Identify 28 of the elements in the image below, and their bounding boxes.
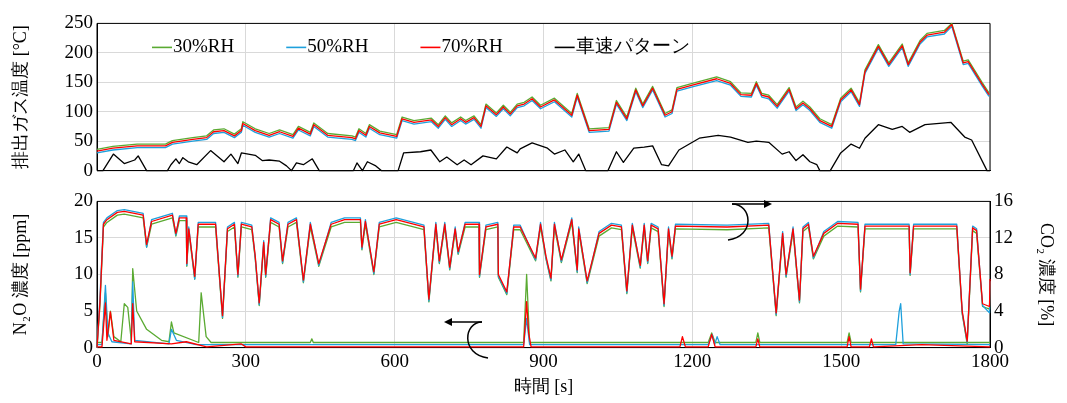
y-tick-label: 5	[83, 299, 93, 321]
y-tick-label: 100	[64, 99, 93, 121]
y-axis-title: 排出ガス温度 [°C]	[9, 25, 30, 169]
x-tick-label: 300	[231, 349, 261, 371]
y-axis-title: N₂O 濃度 [ppm]	[9, 213, 30, 336]
x-axis-title: 時間 [s]	[513, 375, 574, 396]
y2-axis-title: CO₂ 濃度 [%]	[1037, 222, 1058, 327]
y2-tick-label: 16	[994, 189, 1013, 211]
y2-tick-label: 4	[994, 299, 1004, 321]
y-tick-label: 15	[74, 225, 93, 247]
x-tick-label: 1200	[673, 349, 712, 371]
y-tick-label: 10	[74, 262, 93, 284]
x-tick-label: 900	[529, 349, 558, 371]
legend-label: 車速パターン	[575, 35, 690, 57]
y-tick-label: 0	[83, 335, 93, 357]
y-tick-label: 200	[64, 40, 93, 62]
y-tick-label: 0	[83, 158, 93, 180]
legend-label: 70%RH	[441, 35, 503, 57]
y2-tick-label: 8	[994, 262, 1004, 284]
y-tick-label: 250	[64, 11, 93, 33]
x-tick-label: 600	[380, 349, 409, 371]
x-tick-label: 1500	[822, 349, 861, 371]
legend-label: 50%RH	[307, 35, 369, 57]
y-tick-label: 20	[74, 189, 93, 211]
y-tick-label: 150	[64, 70, 93, 92]
y-tick-label: 50	[74, 129, 93, 151]
y2-tick-label: 12	[994, 225, 1013, 247]
legend-label: 30%RH	[173, 35, 235, 57]
